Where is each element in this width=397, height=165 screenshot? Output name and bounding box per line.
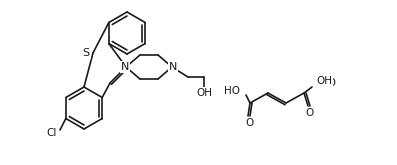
Text: S: S [83, 48, 90, 58]
Text: O: O [246, 118, 254, 128]
Text: N: N [169, 62, 177, 72]
Text: HO: HO [224, 86, 240, 96]
Text: O: O [306, 108, 314, 118]
Text: Cl: Cl [47, 128, 57, 138]
Text: OH: OH [316, 76, 332, 86]
Text: OH: OH [196, 88, 212, 98]
Text: HO: HO [320, 78, 336, 88]
Text: N: N [121, 62, 129, 72]
